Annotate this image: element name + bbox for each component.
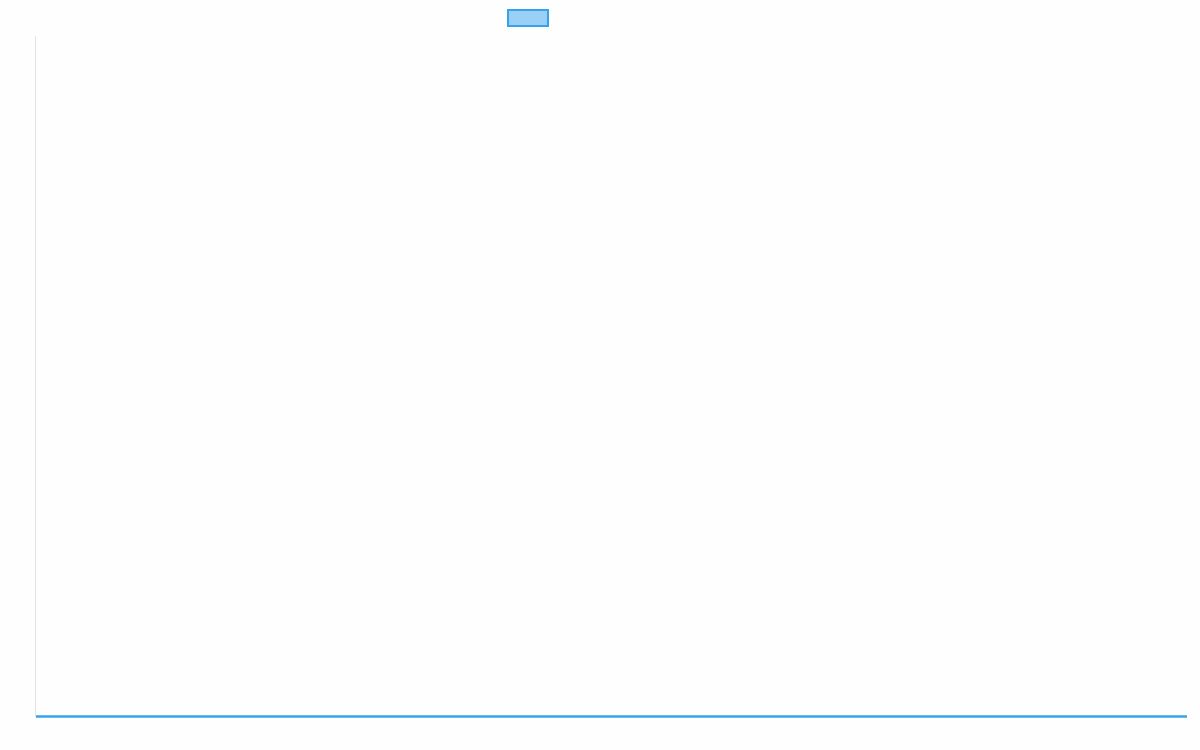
legend-swatch[interactable] bbox=[507, 9, 549, 27]
